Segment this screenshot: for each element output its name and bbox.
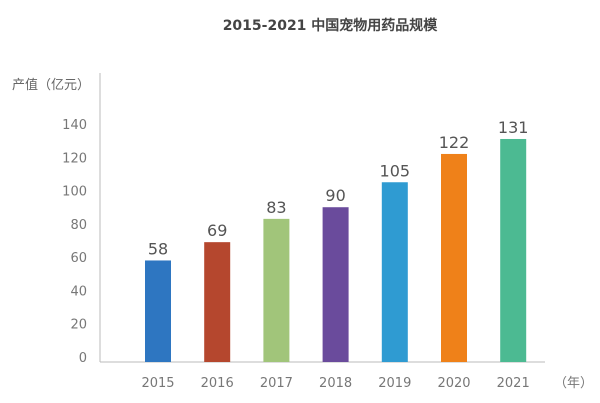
data-label-2021: 131: [498, 118, 529, 137]
x-axis-unit: （年）: [554, 376, 593, 391]
data-label-2015: 58: [148, 239, 168, 258]
y-tick-labels: 0 20 40 60 80 100 120 140: [62, 118, 87, 366]
x-tick-labels: 2015 2016 2017 2018 2019 2020 2021: [141, 376, 529, 391]
y-tick-label: 0: [79, 351, 87, 366]
bar-2016: [204, 242, 231, 362]
y-tick-label: 140: [62, 118, 87, 133]
y-tick-label: 40: [70, 284, 87, 299]
data-label-2020: 122: [439, 133, 470, 152]
bar-2015: [145, 260, 171, 362]
y-tick-label: 60: [70, 251, 87, 266]
bar-2020: [441, 153, 467, 362]
bar-2018: [322, 207, 349, 362]
bar-2019: [381, 182, 408, 362]
x-tick-label-2019: 2019: [378, 376, 411, 391]
y-tick-label: 100: [62, 185, 87, 200]
x-tick-label-2018: 2018: [319, 376, 352, 391]
y-axis-label: 产值（亿元）: [12, 77, 90, 93]
data-label-2019: 105: [380, 161, 411, 180]
x-tick-label-2021: 2021: [497, 376, 530, 391]
bar-2021: [500, 138, 527, 362]
x-tick-label-2017: 2017: [260, 376, 293, 391]
x-tick-label-2016: 2016: [201, 376, 234, 391]
data-labels: 58 69 83 90 105 122 131: [148, 118, 529, 258]
data-label-2018: 90: [325, 186, 345, 205]
chart-title: 2015-2021 中国宠物用药品规模: [223, 17, 439, 34]
data-label-2016: 69: [207, 221, 227, 240]
x-tick-label-2020: 2020: [437, 376, 470, 391]
x-tick-label-2015: 2015: [141, 376, 174, 391]
bar-2017: [263, 218, 290, 362]
y-tick-label: 20: [70, 318, 87, 333]
y-tick-label: 80: [70, 218, 87, 233]
data-label-2017: 83: [266, 198, 286, 217]
y-tick-label: 120: [62, 151, 87, 166]
bars: [145, 138, 527, 362]
